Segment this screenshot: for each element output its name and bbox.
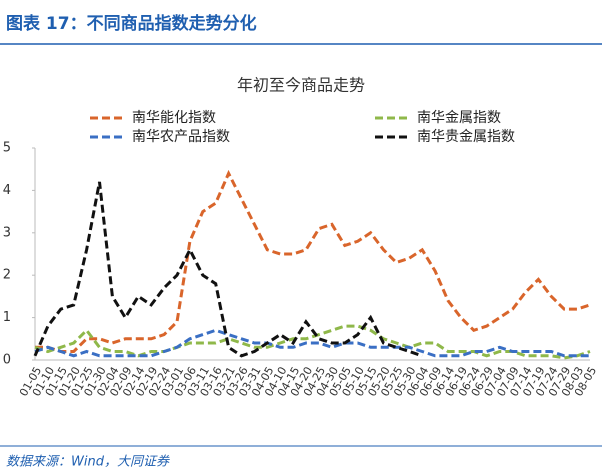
series-line [35, 169, 591, 353]
y-tick-label: 5 [3, 141, 11, 156]
source: 数据来源：Wind，大同证券 [6, 455, 170, 470]
y-tick-label: 4 [3, 183, 11, 198]
legend-label: 南华农产品指数 [132, 129, 230, 145]
series-line [34, 328, 590, 358]
header: 图表 17：不同商品指数走势分化 [6, 13, 257, 34]
legend-label: 南华能化指数 [132, 110, 216, 126]
legend-label: 南华贵金属指数 [417, 129, 515, 145]
y-tick-label: 1 [3, 310, 11, 325]
series-line [34, 324, 591, 360]
y-tick-label: 3 [3, 225, 11, 240]
chart-title: 年初至今商品走势 [237, 76, 365, 95]
legend-label: 南华金属指数 [417, 110, 501, 126]
series-line [33, 181, 423, 358]
y-tick-label: 0 [3, 353, 11, 368]
y-tick-label: 2 [3, 268, 11, 283]
